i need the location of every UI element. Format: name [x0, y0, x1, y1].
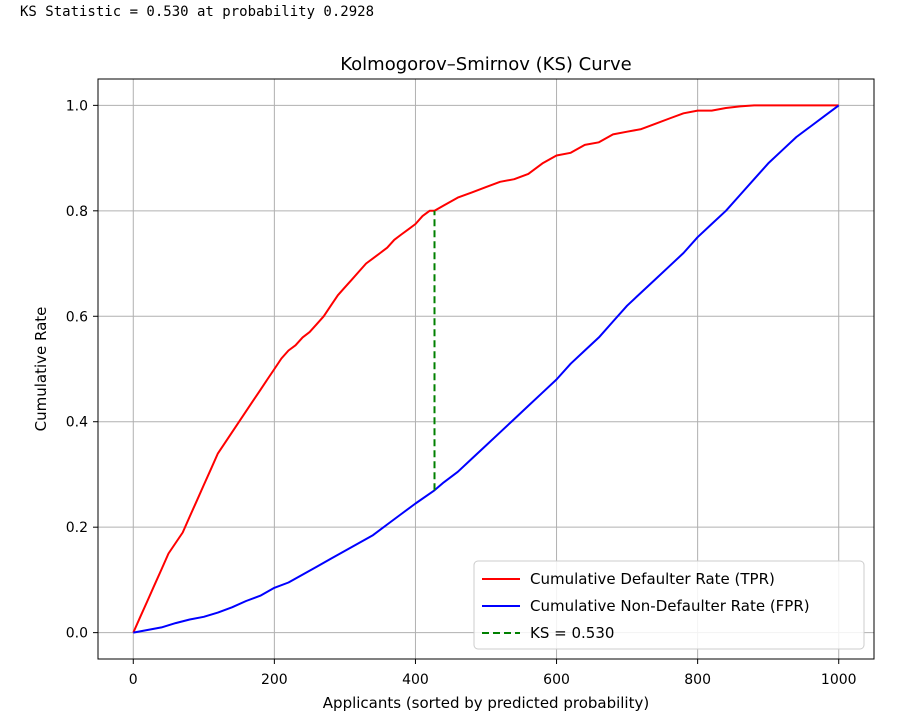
y-tick-label: 0.4 [66, 415, 88, 431]
y-axis-label: Cumulative Rate [32, 307, 50, 432]
chart-title: Kolmogorov–Smirnov (KS) Curve [340, 54, 632, 75]
grid [98, 79, 874, 659]
legend-box [473, 560, 865, 650]
axis-ticks: 0 200 400 600 800 1000 0.0 0.2 0.4 0.6 0.8 1.0 [66, 98, 857, 688]
y-tick-label: 0.2 [66, 520, 88, 536]
y-tick-label: 1.0 [66, 98, 88, 114]
legend-entry-label: Cumulative Non-Defaulter Rate (FPR) [530, 597, 810, 615]
x-tick-label: 200 [261, 672, 288, 688]
x-tick-label: 0 [129, 672, 138, 688]
legend-entry-label: Cumulative Defaulter Rate (TPR) [530, 570, 775, 588]
y-tick-label: 0.0 [66, 626, 88, 642]
x-tick-label: 1000 [821, 672, 857, 688]
x-tick-label: 400 [402, 672, 429, 688]
fpr-line [133, 104, 840, 634]
x-axis-label: Applicants (sorted by predicted probabil… [323, 694, 649, 712]
x-tick-label: 800 [684, 672, 711, 688]
y-tick-label: 0.8 [66, 204, 88, 220]
tpr-line [132, 104, 839, 634]
y-tick-label: 0.6 [66, 309, 88, 325]
legend: Cumulative Defaulter Rate (TPR) Cumulativ… [473, 560, 865, 650]
legend-entry-label: KS = 0.530 [530, 624, 614, 642]
ks-statistic-output: KS Statistic = 0.530 at probability 0.29… [20, 4, 375, 20]
x-tick-label: 600 [543, 672, 570, 688]
series-lines [132, 104, 840, 634]
plot-area-frame [97, 78, 875, 660]
